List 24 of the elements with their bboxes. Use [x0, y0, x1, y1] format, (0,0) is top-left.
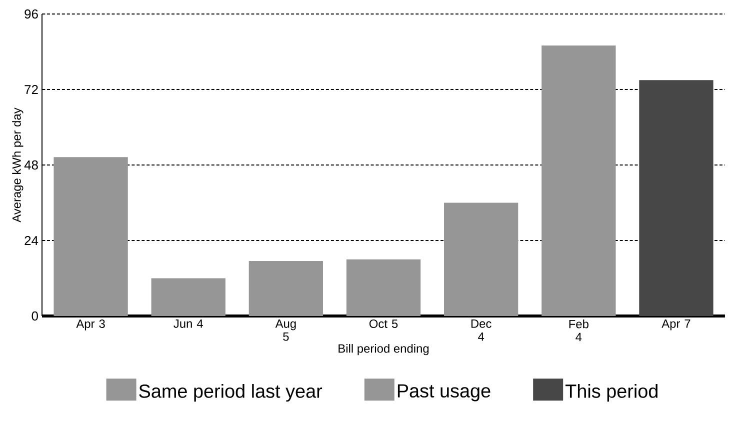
x-tick-label: Oct 5 — [369, 320, 398, 328]
x-axis-title: Bill period ending — [338, 344, 429, 356]
x-tick-label: Aug 5 — [275, 320, 296, 341]
y-tick-label: 24 — [24, 236, 38, 246]
bar — [639, 80, 714, 316]
y-tick-label: 48 — [24, 160, 38, 170]
y-axis-title: Average kWh per day — [12, 108, 24, 222]
x-tick-label: Apr 3 — [76, 320, 105, 330]
legend-label: This period — [566, 384, 658, 402]
x-tick-label: Jun 4 — [174, 320, 203, 328]
y-tick-label: 72 — [24, 84, 38, 94]
legend-label: Past usage — [398, 384, 490, 402]
bar — [54, 157, 128, 316]
y-tick-label: 96 — [24, 9, 38, 19]
x-tick-label: Dec 4 — [471, 320, 492, 341]
bar — [151, 278, 226, 316]
legend-label: Same period last year — [139, 384, 322, 402]
x-tick-label: Apr 7 — [662, 320, 690, 330]
bar — [542, 45, 616, 316]
bar — [248, 260, 324, 316]
y-tick-label: 0 — [32, 311, 38, 321]
bar — [346, 259, 421, 316]
x-tick-label: Feb 4 — [569, 320, 588, 342]
bar — [444, 202, 518, 316]
